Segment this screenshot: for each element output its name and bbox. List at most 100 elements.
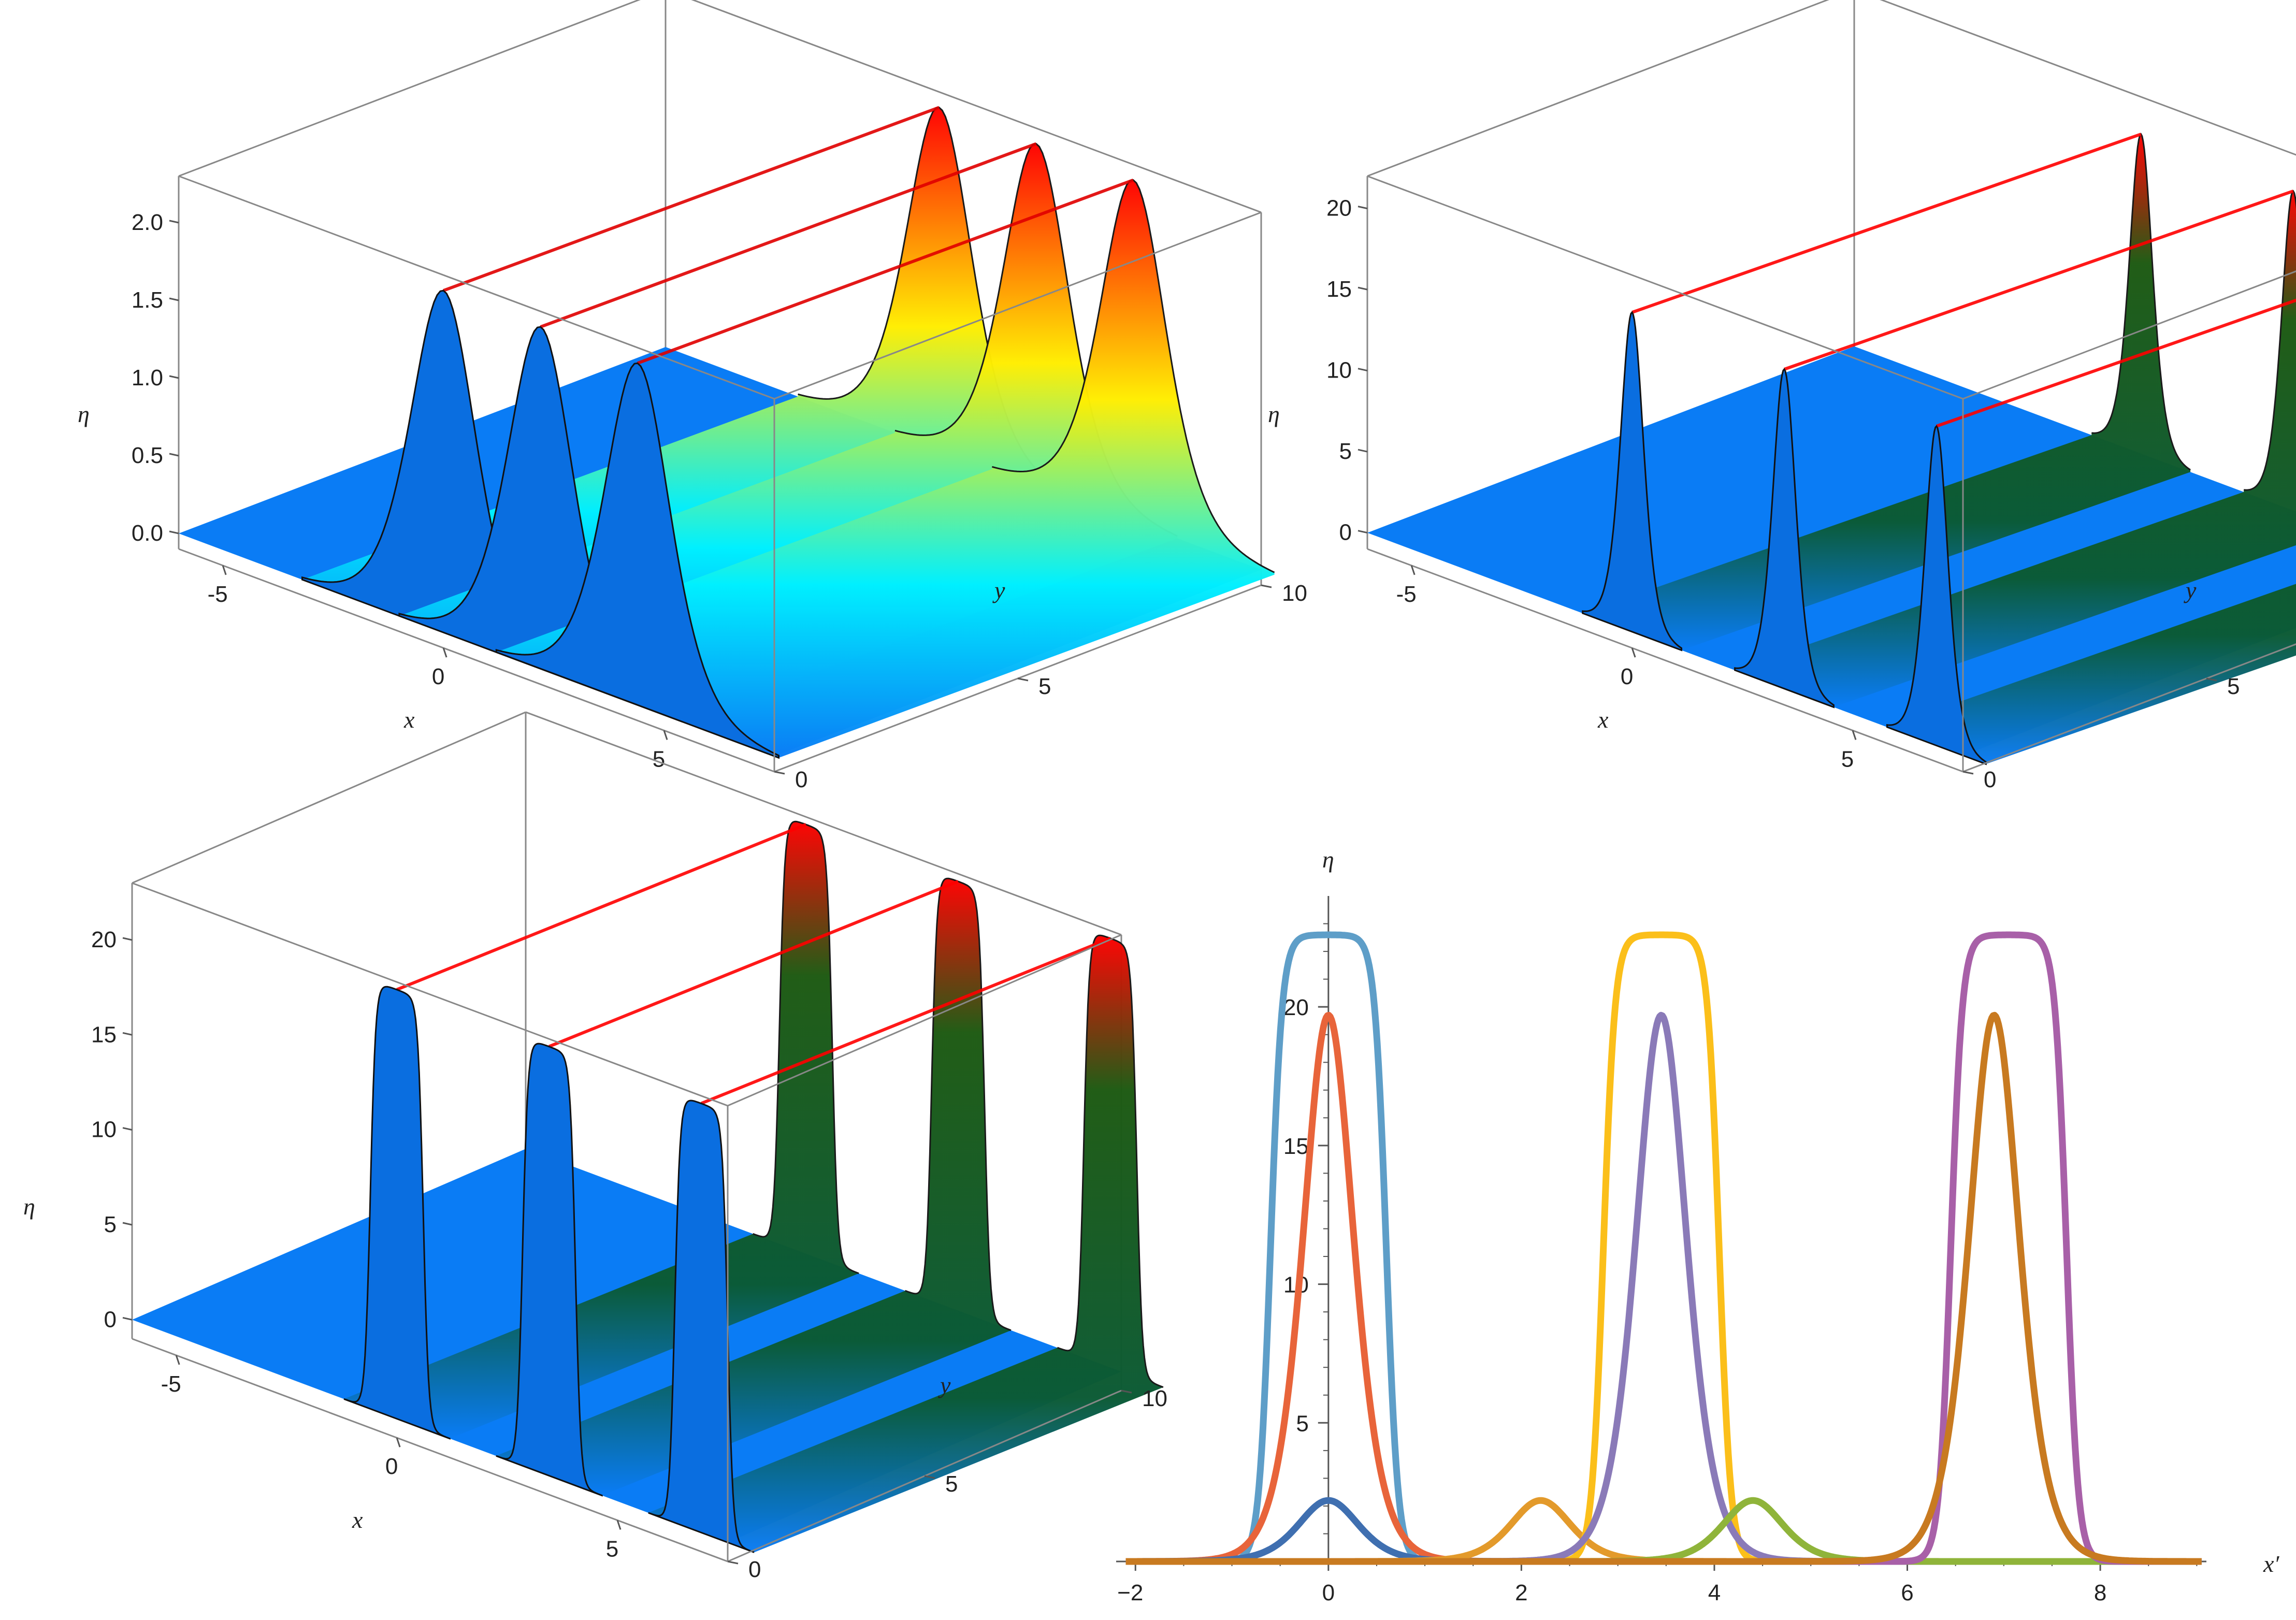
z-tick-label: 1.0 <box>132 365 163 390</box>
z-tick-mark <box>169 220 179 224</box>
panel-surface-1: -5 0 5 0 5 10 0.0 0.5 1.0 1.5 2.0 x y η <box>78 0 1307 792</box>
ridge-crest-2 <box>540 142 1037 328</box>
ridge-front-face-2 <box>1734 368 1835 708</box>
y-tick-mark <box>1962 771 1974 775</box>
x-tick-label: -5 <box>161 1371 181 1397</box>
z-axis-label: η <box>1268 401 1280 427</box>
y-tick-label: 10 <box>1282 581 1307 606</box>
box-edge <box>691 0 1262 213</box>
soliton-ridge-3 <box>648 935 1163 1553</box>
y-tick-mark <box>774 771 785 775</box>
ridge-front-face-1 <box>1582 311 1682 652</box>
z-tick-mark <box>122 1222 133 1226</box>
soliton-ridge-3 <box>496 180 1275 758</box>
x-tick-mark <box>616 1520 622 1530</box>
y-tick-label: 0 <box>748 1557 761 1582</box>
z-tick-label: 1.5 <box>132 287 163 313</box>
z-tick-label: 0.5 <box>132 443 163 468</box>
y-axis-label: η <box>1322 846 1334 873</box>
ridge-back-profile-2 <box>2244 190 2296 491</box>
z-tick-mark <box>169 375 179 379</box>
y-axis-label: y <box>938 1372 951 1398</box>
x-tick-label: 0 <box>432 664 444 689</box>
y-tick-mark <box>727 1560 739 1565</box>
box-edge <box>1367 175 1963 400</box>
z-tick-label: 10 <box>1326 358 1352 383</box>
z-tick-mark <box>122 1317 133 1321</box>
box-edge <box>1962 270 2296 400</box>
x-axis-label: x <box>352 1507 363 1533</box>
y-tick-mark <box>1121 1390 1132 1394</box>
z-tick-mark <box>169 453 179 457</box>
y-tick-mark <box>1017 677 1029 682</box>
soliton-ridge-1 <box>1582 134 2191 650</box>
ridge-crest-2 <box>548 880 959 1048</box>
box-edge <box>132 882 728 1107</box>
box-edge <box>132 711 526 884</box>
plot-series <box>1123 931 2204 1565</box>
x-axis-label: x <box>403 706 415 733</box>
y-tick-label: 20 <box>1283 995 1309 1020</box>
box-edge <box>774 211 1262 400</box>
z-tick-label: 0.0 <box>132 520 163 546</box>
x-tick-label: 0 <box>385 1454 398 1479</box>
ridge-crest-1 <box>396 823 807 991</box>
ridge-front-face-1 <box>343 986 451 1440</box>
ridge-crest-2 <box>1784 190 2294 371</box>
z-axis-label: η <box>23 1193 35 1220</box>
x-axis-label: x′ <box>2263 1551 2279 1577</box>
z-tick-mark <box>1358 368 1368 372</box>
z-tick-mark <box>169 297 179 301</box>
panel-line-plot: −2 0 2 4 6 8 5 10 15 20 x′ η <box>1116 846 2279 1605</box>
z-tick-mark <box>169 530 179 534</box>
z-tick-mark <box>122 1032 133 1036</box>
x-tick-mark <box>663 730 668 740</box>
z-tick-mark <box>1358 449 1368 453</box>
y-tick-label: 5 <box>1296 1411 1308 1436</box>
z-tick-label: 10 <box>91 1117 117 1142</box>
z-tick-mark <box>122 937 133 941</box>
series-line-9 <box>1123 1011 2204 1565</box>
y-tick-label: 5 <box>1038 674 1051 699</box>
box-edge <box>1367 548 1963 773</box>
ridge-crest-1 <box>1631 133 2142 314</box>
ridge-front-face-3 <box>1886 425 1987 765</box>
x-tick-mark <box>175 1355 180 1365</box>
x-tick-mark <box>1852 730 1857 740</box>
z-tick-label: 5 <box>104 1212 117 1237</box>
soliton-ridge-2 <box>1735 191 2296 707</box>
surface-walls <box>1582 133 2296 765</box>
y-axis-label: y <box>992 577 1005 603</box>
x-tick-label: -5 <box>208 582 228 607</box>
panel-surface-3: -5 0 5 0 5 10 0 5 10 15 20 x y η <box>23 711 1167 1582</box>
bounding-box-back <box>178 0 1262 585</box>
x-tick-label: 2 <box>1515 1580 1527 1605</box>
y-tick-mark <box>1261 584 1272 588</box>
ridge-front-face-3 <box>495 362 779 759</box>
x-tick-label: 5 <box>606 1536 618 1561</box>
box-edge <box>178 548 775 773</box>
y-tick-label: 10 <box>1142 1386 1167 1411</box>
z-tick-label: 0 <box>104 1307 117 1332</box>
ridge-crest-3 <box>700 936 1111 1105</box>
x-tick-label: 6 <box>1901 1580 1913 1605</box>
z-axis-label: η <box>78 401 90 427</box>
x-tick-mark <box>222 565 227 575</box>
z-tick-label: 15 <box>91 1022 117 1047</box>
panel-surface-2: -5 0 5 0 5 10 0 5 10 15 20 x y η <box>1268 0 2296 792</box>
y-tick-mark <box>2206 677 2217 682</box>
z-tick-label: 15 <box>1326 277 1352 302</box>
series-line-4 <box>1123 1497 2204 1565</box>
surface-walls <box>301 106 1275 759</box>
x-tick-label: −2 <box>1117 1580 1143 1605</box>
x-tick-label: 8 <box>2094 1580 2106 1605</box>
y-tick-mark <box>924 1475 935 1479</box>
ridge-back-profile-3 <box>992 179 1275 573</box>
box-edge <box>178 175 775 400</box>
x-tick-mark <box>442 647 447 658</box>
box-edge <box>525 711 1122 936</box>
ridge-back-profile-3 <box>1057 934 1164 1388</box>
y-tick-label: 0 <box>795 767 807 792</box>
